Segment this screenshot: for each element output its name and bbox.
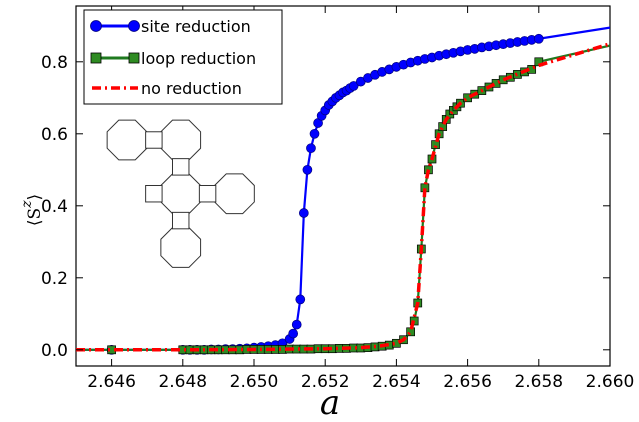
point-site-reduction xyxy=(291,319,302,330)
x-axis-label: a xyxy=(320,383,340,422)
point-site-reduction xyxy=(306,143,316,154)
lattice-square xyxy=(171,158,190,176)
lattice-square xyxy=(171,211,190,230)
x-tick-label: 2.658 xyxy=(514,372,563,392)
lattice-inset-diagram xyxy=(106,119,255,268)
x-tick-label: 2.660 xyxy=(586,372,635,392)
lattice-octagon xyxy=(160,119,202,161)
lattice-square xyxy=(145,184,163,203)
x-tick-label: 2.648 xyxy=(158,372,207,392)
point-site-reduction xyxy=(295,294,306,305)
lattice-octagon xyxy=(106,119,148,161)
y-tick-label: 0.6 xyxy=(41,125,68,145)
y-tick-label: 0.2 xyxy=(41,269,68,289)
x-tick-label: 2.656 xyxy=(443,372,492,392)
legend-entry-loop: loop reduction xyxy=(90,49,256,68)
y-tick-label: 0.0 xyxy=(41,341,68,361)
legend-label-loop: loop reduction xyxy=(141,49,256,68)
y-axis-label-close: ⟩ xyxy=(25,194,45,201)
point-site-reduction xyxy=(288,328,299,339)
lattice-square xyxy=(198,184,217,203)
legend-entry-none: no reduction xyxy=(92,79,242,98)
x-tick-label: 2.650 xyxy=(230,372,279,392)
legend: site reduction loop reduction no reducti… xyxy=(83,9,283,105)
legend-label-site: site reduction xyxy=(141,17,251,36)
lattice-octagon xyxy=(160,227,202,268)
y-axis-label-sup: z xyxy=(19,200,35,209)
point-site-reduction xyxy=(348,81,359,91)
lattice-octagon xyxy=(160,173,202,215)
data-layer xyxy=(76,26,610,355)
point-site-reduction xyxy=(298,208,309,218)
legend-entry-site: site reduction xyxy=(90,17,251,36)
x-tick-label: 2.654 xyxy=(372,372,421,392)
legend-label-none: no reduction xyxy=(141,79,242,98)
y-tick-label: 0.4 xyxy=(41,197,68,217)
y-axis-label: ⟨Sz⟩ xyxy=(19,194,45,226)
y-tick-label: 0.8 xyxy=(41,53,68,73)
y-axis-ticks: 0.0 0.2 0.4 0.6 0.8 xyxy=(41,53,610,361)
lattice-octagon xyxy=(214,173,255,215)
x-tick-label: 2.652 xyxy=(301,372,350,392)
x-axis-ticks: 2.646 2.648 2.650 2.652 2.654 2.656 2.658 2.660 xyxy=(87,6,634,392)
x-tick-label: 2.646 xyxy=(87,372,136,392)
lattice-square xyxy=(145,131,163,149)
series-line-no-reduction xyxy=(76,42,610,352)
y-axis-label-open: ⟨S xyxy=(25,208,45,226)
point-site-reduction xyxy=(309,128,320,139)
svg-text:⟨Sz⟩: ⟨Sz⟩ xyxy=(19,194,45,226)
point-site-reduction xyxy=(302,164,313,175)
point-site-reduction xyxy=(533,33,544,44)
